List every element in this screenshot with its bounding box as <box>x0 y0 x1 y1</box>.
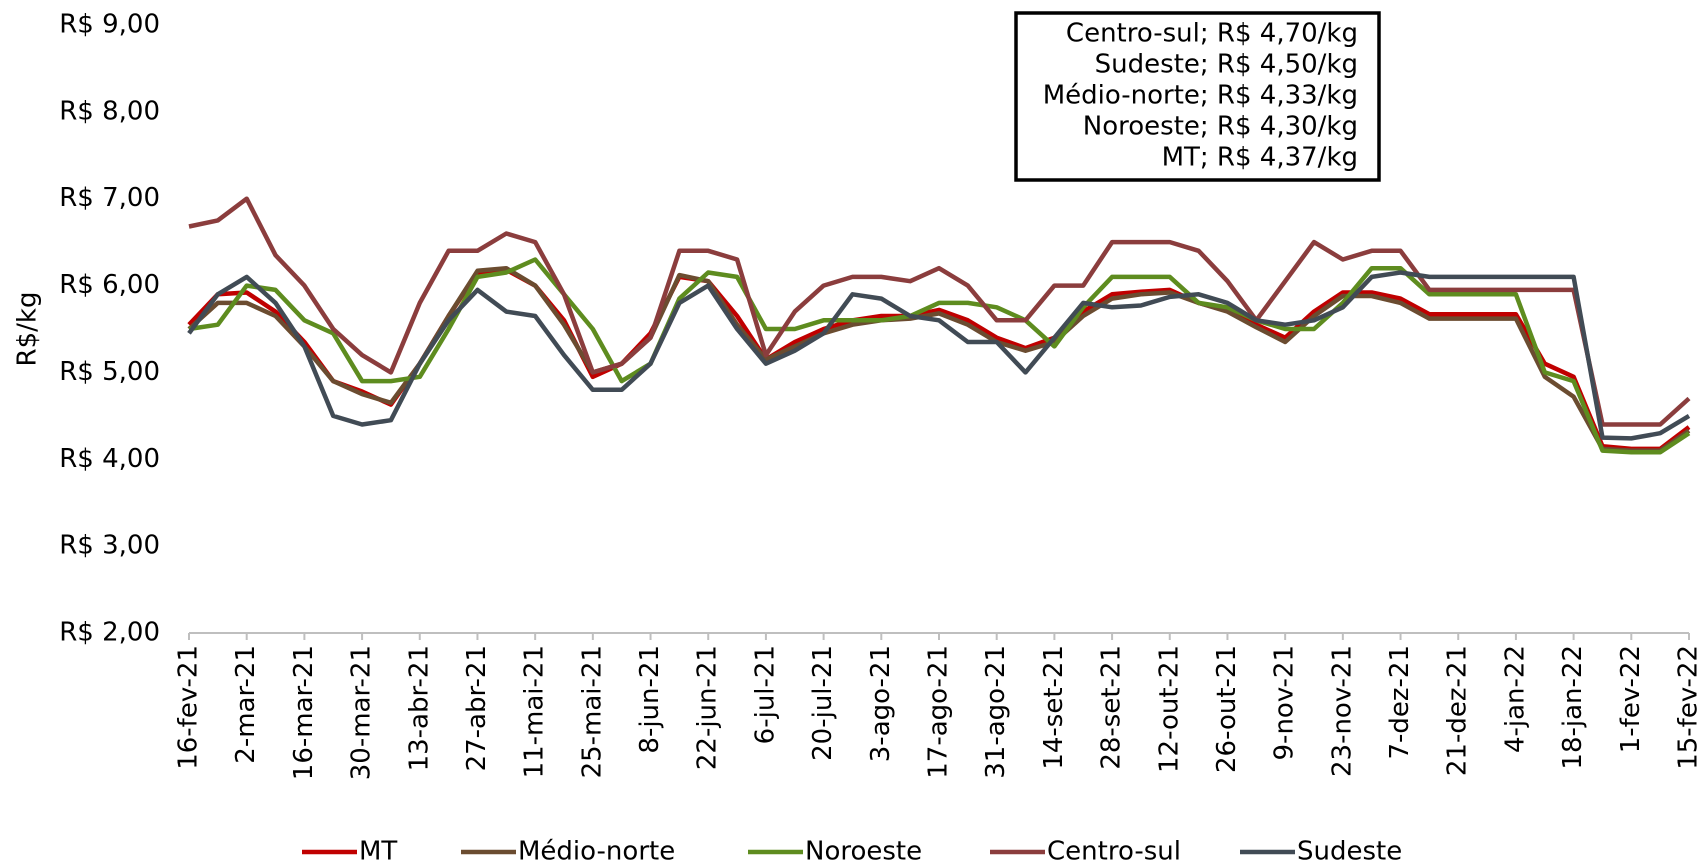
legend-label: Médio-norte <box>518 837 675 865</box>
y-tick-label: R$ 2,00 <box>59 618 160 648</box>
series-line <box>188 196 1691 427</box>
x-tick-label: 13-abr-21 <box>404 645 434 771</box>
annotation-text: Médio-norte; R$ 4,33/kg <box>1043 81 1358 111</box>
y-tick-label: R$ 4,00 <box>59 444 160 474</box>
x-tick-label: 6-jul-21 <box>750 645 780 744</box>
x-tick-label: 27-abr-21 <box>462 645 492 771</box>
x-tick-label: 28-set-21 <box>1097 645 1127 770</box>
x-tick-label: 8-jun-21 <box>635 645 665 754</box>
legend-label: MT <box>359 837 397 865</box>
y-tick-label: R$ 3,00 <box>59 531 160 561</box>
x-tick-label: 31-ago-21 <box>981 645 1011 779</box>
x-tick-label: 16-fev-21 <box>174 645 204 770</box>
y-tick-label: R$ 5,00 <box>59 357 160 387</box>
legend-label: Noroeste <box>805 837 922 865</box>
y-tick-label: R$ 8,00 <box>59 96 160 126</box>
y-axis-label: R$/kg <box>13 292 43 367</box>
y-tick-label: R$ 9,00 <box>59 10 160 40</box>
x-tick-label: 1-fev-22 <box>1616 645 1646 753</box>
x-tick-label: 30-mar-21 <box>347 645 377 780</box>
annotation-text: Sudeste; R$ 4,50/kg <box>1095 50 1358 80</box>
x-tick-label: 20-jul-21 <box>808 645 838 761</box>
x-tick-label: 3-ago-21 <box>866 645 896 762</box>
x-tick-label: 21-dez-21 <box>1443 645 1473 776</box>
legend-label: Sudeste <box>1297 837 1402 865</box>
annotation-box <box>1014 11 1381 182</box>
x-tick-label: 18-jan-22 <box>1558 645 1588 770</box>
annotation-text: Noroeste; R$ 4,30/kg <box>1083 112 1358 142</box>
x-tick-label: 11-mai-21 <box>520 645 550 778</box>
series-line <box>188 257 1691 455</box>
x-tick-label: 22-jun-21 <box>693 645 723 770</box>
annotation-text: MT; R$ 4,37/kg <box>1162 143 1358 173</box>
x-tick-label: 16-mar-21 <box>289 645 319 780</box>
series-line <box>187 267 1691 452</box>
x-tick-label: 2-mar-21 <box>231 645 261 764</box>
x-tick-label: 12-out-21 <box>1154 645 1184 773</box>
x-tick-label: 7-dez-21 <box>1385 645 1415 760</box>
x-tick-label: 14-set-21 <box>1039 645 1069 770</box>
x-tick-label: 17-ago-21 <box>924 645 954 779</box>
x-tick-label: 9-nov-21 <box>1270 645 1300 760</box>
x-tick-label: 15-fev-22 <box>1674 645 1704 770</box>
x-tick-label: 25-mai-21 <box>577 645 607 778</box>
annotation-text: Centro-sul; R$ 4,70/kg <box>1066 19 1358 49</box>
legend-label: Centro-sul <box>1047 837 1181 865</box>
x-tick-label: 4-jan-22 <box>1500 645 1530 753</box>
x-tick-label: 23-nov-21 <box>1327 645 1357 777</box>
x-tick-label: 26-out-21 <box>1212 645 1242 773</box>
y-tick-label: R$ 7,00 <box>59 183 160 213</box>
y-tick-label: R$ 6,00 <box>59 270 160 300</box>
series-line <box>187 270 1691 441</box>
